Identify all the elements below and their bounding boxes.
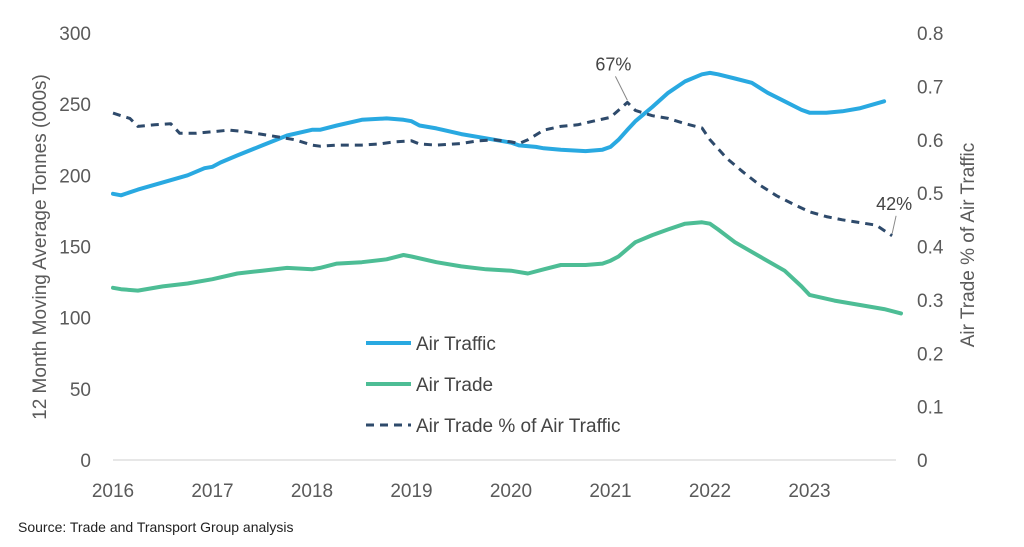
right-tick-label: 0.8 xyxy=(917,24,943,45)
left-tick-label: 250 xyxy=(59,95,91,116)
annotation-leader xyxy=(891,215,897,234)
right-axis-title: Air Trade % of Air Traffic xyxy=(958,143,979,348)
source-note: Source: Trade and Transport Group analys… xyxy=(18,519,294,535)
annotation-label: 42% xyxy=(876,194,912,214)
annotations: 67% 42% xyxy=(595,54,912,234)
left-tick-label: 50 xyxy=(70,380,91,401)
right-tick-label: 0 xyxy=(917,451,928,472)
series-line-air-trade-of-air-traffic xyxy=(112,100,893,238)
left-tick-label: 300 xyxy=(59,24,91,45)
right-tick-label: 0.1 xyxy=(917,398,943,419)
legend-item-air-trade: Air Trade xyxy=(366,375,493,396)
legend: Air Traffic Air Trade Air Trade % of Air… xyxy=(366,334,621,437)
right-tick-label: 0.2 xyxy=(917,344,943,365)
x-tick-label: 2017 xyxy=(191,481,233,502)
x-tick-label: 2018 xyxy=(291,481,333,502)
legend-label-air-trade-pct: Air Trade % of Air Traffic xyxy=(416,416,621,437)
x-tick-label: 2023 xyxy=(788,481,830,502)
series-line-air-trade xyxy=(111,220,903,316)
x-tick-label: 2019 xyxy=(390,481,432,502)
left-tick-label: 200 xyxy=(59,166,91,187)
x-tick-label: 2020 xyxy=(490,481,532,502)
legend-label-air-trade: Air Trade xyxy=(416,375,493,396)
right-tick-label: 0.3 xyxy=(917,291,943,312)
right-tick-label: 0.5 xyxy=(917,184,943,205)
left-tick-label: 100 xyxy=(59,309,91,330)
left-tick-label: 150 xyxy=(59,238,91,259)
left-tick-label: 0 xyxy=(80,451,91,472)
right-axis-ticks: 0 0.1 0.2 0.3 0.4 0.5 0.6 0.7 0.8 xyxy=(917,24,944,472)
annotation-label: 67% xyxy=(595,54,631,74)
series-lines xyxy=(111,70,903,316)
x-tick-label: 2022 xyxy=(689,481,731,502)
legend-item-air-trade-pct: Air Trade % of Air Traffic xyxy=(366,416,621,437)
left-axis-title: 12 Month Moving Average Tonnes (000s) xyxy=(30,74,51,420)
annotation-leader xyxy=(614,76,628,101)
legend-item-air-traffic: Air Traffic xyxy=(366,334,496,355)
right-tick-label: 0.6 xyxy=(917,131,943,152)
x-axis-ticks: 2016 2017 2018 2019 2020 2021 2022 2023 xyxy=(92,481,831,502)
right-tick-label: 0.7 xyxy=(917,77,943,98)
x-tick-label: 2016 xyxy=(92,481,134,502)
left-axis-ticks: 0 50 100 150 200 250 300 xyxy=(59,24,91,472)
x-tick-label: 2021 xyxy=(589,481,631,502)
legend-label-air-traffic: Air Traffic xyxy=(416,334,496,355)
series-line-air-traffic xyxy=(111,70,887,198)
right-tick-label: 0.4 xyxy=(917,238,944,259)
